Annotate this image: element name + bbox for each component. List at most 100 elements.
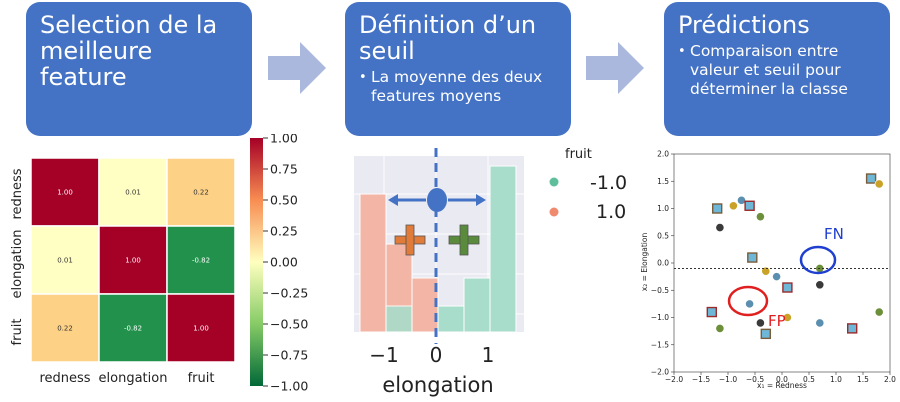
- plus-orange-icon: [394, 224, 426, 256]
- heatmap-cell-value: 0.01: [125, 189, 141, 197]
- scatter-ytick: 2.0: [657, 150, 669, 159]
- scatter-point: [815, 318, 825, 328]
- colorbar-tick: −0.75: [270, 348, 308, 363]
- scatter-point: [815, 280, 825, 290]
- fn-label: FN: [824, 225, 844, 243]
- hist-bar-pos: [411, 277, 439, 333]
- hist-bar-neg: [385, 305, 413, 333]
- step-1-title: Selection de la meilleure feature: [40, 11, 218, 91]
- scatter-point: [782, 312, 792, 323]
- heatmap-row-label: redness: [10, 168, 25, 219]
- arrow-2: [586, 42, 644, 94]
- hist-xtick: 0: [430, 343, 443, 367]
- heatmap-cell: [30, 157, 100, 227]
- heatmap-row-label: elongation: [10, 230, 25, 299]
- scatter-xlabel: x₁ = Redness: [757, 381, 807, 390]
- scatter-point: [865, 173, 877, 184]
- heatmap-cell: [98, 157, 168, 227]
- heatmap-cell: [98, 293, 168, 363]
- step-1-box: Selection de la meilleure feature: [26, 2, 252, 136]
- heatmap-cell: [166, 293, 236, 363]
- heatmap-cell-value: 1.00: [125, 257, 141, 265]
- heatmap-row-label: fruit: [10, 319, 25, 346]
- scatter-point: [755, 212, 766, 222]
- colorbar-tick: −0.50: [270, 317, 308, 332]
- colorbar: [250, 138, 263, 386]
- scatter-xtick: 1.0: [830, 375, 842, 384]
- scatter-point: [760, 328, 772, 340]
- heatmap-col-label: fruit: [188, 371, 215, 386]
- plus-green-icon: [448, 224, 480, 256]
- step-3-box: Prédictions Comparaison entre valeur et …: [664, 2, 890, 136]
- scatter-point: [715, 222, 725, 233]
- hist-bar-pos: [359, 193, 387, 333]
- heatmap-col-label: redness: [39, 371, 90, 386]
- scatter-ytick: −1.5: [651, 340, 669, 349]
- hist-bar-neg: [489, 165, 517, 333]
- heatmap-cell-value: 0.22: [57, 325, 73, 333]
- fp-circle: [727, 285, 769, 317]
- heatmap-cell-value: 1.00: [193, 325, 209, 333]
- scatter-point: [736, 195, 747, 205]
- colorbar-tick: 1.00: [270, 134, 298, 146]
- predictions-scatter: −2.0 −1.5 −1.0 −0.5 0.0 0.5 1.0 1.5 2.0 2.0 1.5 1.0…: [640, 150, 896, 391]
- arrow-1: [268, 42, 326, 94]
- scatter-ytick: −2.0: [651, 368, 669, 377]
- colorbar-tick: −0.25: [270, 286, 308, 301]
- hist-xtick: 1: [482, 343, 495, 367]
- scatter-point: [874, 307, 884, 317]
- threshold-marker: [427, 188, 447, 212]
- fp-label: FP: [768, 312, 786, 330]
- fn-circle: [799, 245, 837, 275]
- colorbar-tick: 0.00: [270, 255, 298, 270]
- scatter-point: [782, 282, 793, 293]
- scatter-point: [874, 179, 884, 189]
- scatter-xtick: 2.0: [884, 375, 896, 384]
- scatter-xtick: −1.0: [719, 375, 737, 384]
- heatmap-cell: [166, 225, 236, 295]
- colorbar-tick: −1.00: [270, 379, 308, 394]
- scatter-point: [711, 203, 723, 214]
- step-3-bullet: Comparaison entre valeur et seuil pour d…: [678, 42, 876, 99]
- heatmap-cell-value: 1.00: [57, 189, 73, 197]
- legend-marker-pos: [549, 207, 559, 217]
- step-2-bullet: La moyenne des deux features moyens: [359, 68, 557, 106]
- hist-xlabel: elongation: [382, 373, 493, 397]
- step-3-title: Prédictions: [678, 11, 810, 39]
- scatter-point: [772, 272, 782, 282]
- step-2-box: Définition d’un seuil La moyenne des deu…: [345, 2, 571, 136]
- scatter-point: [745, 299, 755, 309]
- scatter-ytick: 1.5: [657, 177, 669, 186]
- scatter-xtick: 0.5: [803, 375, 815, 384]
- colorbar-tick: 0.50: [270, 193, 298, 208]
- scatter-point: [761, 266, 771, 276]
- scatter-ytick: −0.5: [651, 286, 669, 295]
- scatter-ytick: 1.0: [657, 204, 669, 213]
- heatmap-cell-value: 0.01: [57, 257, 73, 265]
- colorbar-tick: 0.75: [270, 162, 298, 177]
- scatter-point: [744, 200, 755, 211]
- scatter-point: [728, 201, 739, 211]
- correlation-heatmap: 1.00 0.01 0.22 0.01 1.00 -0.82 0.22 -0.82 1.00 r…: [10, 134, 308, 394]
- heatmap-cell-value: -0.82: [124, 325, 142, 333]
- heatmap-cell-value: -0.82: [192, 257, 210, 265]
- legend-marker-neg: [549, 177, 559, 187]
- scatter-xtick: −0.5: [746, 375, 764, 384]
- scatter-xtick: 0.0: [776, 375, 788, 384]
- scatter-xtick: −2.0: [665, 375, 683, 384]
- elongation-histogram: −1 0 1 elongation fruit -1.0 1.0: [354, 147, 627, 397]
- heatmap-cell: [30, 293, 100, 363]
- scatter-point: [846, 323, 858, 334]
- colorbar-tick: 0.25: [270, 224, 298, 239]
- scatter-xtick: −1.5: [692, 375, 710, 384]
- legend-label-neg: -1.0: [590, 172, 627, 194]
- heatmap-cell-value: 0.22: [193, 189, 209, 197]
- scatter-ytick: 0.0: [657, 259, 669, 268]
- scatter-xtick: 1.5: [857, 375, 869, 384]
- hist-bar-neg: [437, 305, 465, 333]
- legend-label-pos: 1.0: [596, 201, 626, 223]
- scatter-ytick: −1.0: [651, 313, 669, 322]
- scatter-point: [715, 323, 725, 333]
- scatter-ylabel: x₂ = Elongation: [640, 233, 649, 292]
- hist-xtick: −1: [369, 343, 398, 367]
